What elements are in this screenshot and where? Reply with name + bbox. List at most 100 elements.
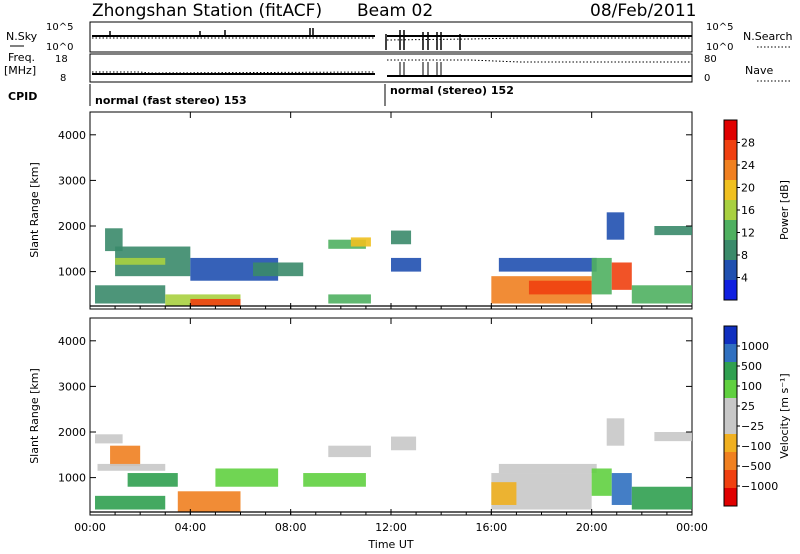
power-cell	[95, 285, 166, 304]
velocity-y-axis: 4000 3000 2000 1000	[58, 335, 692, 485]
power-cell	[328, 239, 366, 249]
velocity-cell	[110, 445, 141, 467]
x-axis-label: Time UT	[367, 538, 413, 551]
power-colorbar-tick-label: 24	[741, 159, 755, 172]
cpid-label: CPID	[8, 90, 37, 103]
date-label: 08/Feb/2011	[590, 1, 696, 21]
freq-label: Freq.	[8, 51, 35, 64]
nsky-panel: N.Sky 10^5 10^0 10^5 10^0 N.Search	[6, 21, 793, 53]
velocity-cell	[95, 495, 166, 510]
velocity-x-axis: 00:00 04:00 08:00 12:00 16:00 20:00 00:00	[74, 318, 708, 534]
power-colorbar-segment	[724, 280, 737, 300]
power-colorbar-tick-label: 8	[741, 249, 748, 262]
power-colorbar-segment	[724, 220, 737, 240]
velocity-cell	[177, 491, 241, 512]
velocity-x-tick-label: 00:00	[676, 521, 708, 534]
velocity-cell	[591, 468, 612, 496]
power-cell	[591, 257, 612, 295]
power-colorbar-tick-label: 16	[741, 204, 755, 217]
velocity-y-tick-label: 3000	[58, 380, 86, 393]
power-cell	[528, 280, 592, 295]
velocity-cell	[97, 463, 166, 471]
velocity-cell	[95, 434, 123, 444]
velocity-cell	[498, 463, 597, 474]
power-cell	[190, 298, 241, 306]
power-cell	[631, 285, 692, 304]
power-ylabel: Slant Range [km]	[28, 162, 41, 258]
power-colorbar-segment	[724, 160, 737, 180]
power-colorbar-label: Power [dB]	[778, 180, 791, 240]
velocity-heatmap	[90, 418, 692, 513]
velocity-colorbar-label: Velocity [m s⁻¹]	[778, 373, 791, 458]
velocity-colorbar-tick-label: −100	[741, 440, 771, 453]
power-cell	[498, 257, 597, 272]
velocity-cell	[215, 468, 279, 487]
velocity-cell	[606, 418, 625, 446]
velocity-colorbar-segment	[724, 398, 737, 416]
velocity-x-tick-label: 08:00	[275, 521, 307, 534]
velocity-colorbar-tick-label: −1000	[741, 480, 778, 493]
velocity-y-tick-label: 1000	[58, 472, 86, 485]
power-colorbar-tick-label: 20	[741, 182, 755, 195]
power-colorbar-tick-label: 12	[741, 227, 755, 240]
nsearch-tick-top: 10^5	[706, 22, 733, 33]
velocity-colorbar-tick-label: 1000	[741, 340, 769, 353]
power-y-tick-label: 3000	[58, 174, 86, 187]
power-cell	[391, 230, 412, 245]
velocity-x-tick-label: 20:00	[576, 521, 608, 534]
velocity-colorbar-segment	[724, 434, 737, 452]
power-cell	[105, 228, 123, 252]
nsky-tick-bottom: 10^0	[46, 42, 73, 53]
power-cell	[391, 257, 422, 272]
power-cell	[654, 226, 692, 236]
velocity-colorbar-segment	[724, 488, 737, 506]
power-y-tick-label: 1000	[58, 266, 86, 279]
velocity-colorbar-segment	[724, 470, 737, 488]
power-colorbar-segment	[724, 240, 737, 260]
power-colorbar-segment	[724, 140, 737, 160]
velocity-colorbar-segment	[724, 380, 737, 398]
power-colorbar-segment	[724, 200, 737, 220]
velocity-ylabel: Slant Range [km]	[28, 368, 41, 464]
velocity-cell	[391, 436, 417, 451]
velocity-x-tick-label: 16:00	[475, 521, 507, 534]
cpid-mode-2: normal (stereo) 152	[390, 84, 514, 97]
power-heatmap	[90, 212, 692, 307]
velocity-y-tick-label: 4000	[58, 335, 86, 348]
power-cell	[606, 212, 625, 240]
freq-tick-bottom: 8	[60, 73, 66, 84]
power-cell	[328, 294, 371, 304]
power-y-tick-label: 4000	[58, 129, 86, 142]
velocity-colorbar-tick-label: 500	[741, 360, 762, 373]
power-x-axis	[89, 112, 693, 309]
freq-tick-top: 18	[55, 54, 68, 65]
velocity-colorbar-tick-label: 100	[741, 380, 762, 393]
velocity-cell	[328, 445, 371, 458]
freq-panel: Freq. [MHz] 18 8 80 0 Nave	[4, 51, 790, 84]
velocity-colorbar-segment	[724, 326, 737, 344]
power-colorbar-segment	[724, 120, 737, 140]
velocity-x-tick-label: 12:00	[375, 521, 407, 534]
velocity-cell	[611, 473, 632, 505]
power-colorbar: 28 24 20 16 12 8 4	[723, 119, 755, 301]
nsky-tick-top: 10^5	[46, 22, 73, 33]
velocity-colorbar-tick-label: −25	[741, 420, 764, 433]
power-colorbar-segment	[724, 260, 737, 280]
station-title: Zhongshan Station (fitACF)	[92, 1, 322, 21]
power-colorbar-tick-label: 4	[741, 272, 748, 285]
velocity-cell	[491, 482, 517, 505]
velocity-cell	[303, 473, 366, 487]
velocity-x-tick-label: 00:00	[74, 521, 106, 534]
power-colorbar-segment	[724, 180, 737, 200]
velocity-colorbar-tick-label: −500	[741, 460, 771, 473]
power-cell	[611, 262, 632, 290]
velocity-colorbar-tick-label: 25	[741, 400, 755, 413]
nsky-label: N.Sky	[6, 30, 38, 43]
nsearch-label: N.Search	[743, 30, 793, 43]
freq-unit-label: [MHz]	[4, 64, 36, 77]
power-cell	[253, 262, 304, 277]
power-colorbar-tick-label: 28	[741, 137, 755, 150]
nave-tick-top: 80	[704, 54, 717, 65]
velocity-cell	[654, 432, 692, 442]
